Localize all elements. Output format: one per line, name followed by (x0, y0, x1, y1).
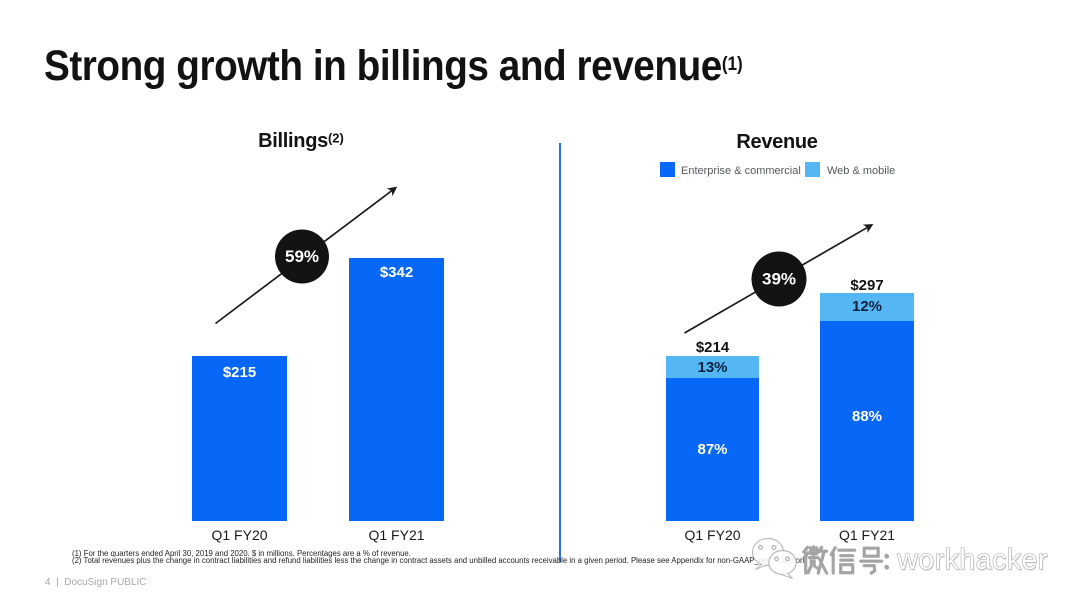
svg-text:workhacker: workhacker (897, 545, 1049, 577)
svg-text:59%: 59% (285, 247, 319, 266)
svg-text:39%: 39% (762, 270, 796, 289)
svg-text:workhacker: workhacker (896, 544, 1048, 576)
